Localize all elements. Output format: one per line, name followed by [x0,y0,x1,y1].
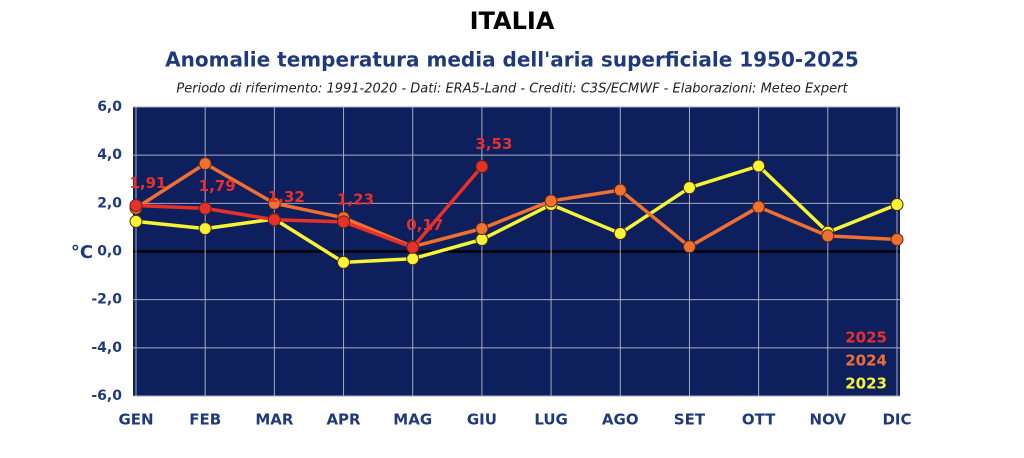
data-label: 0,17 [406,216,443,234]
legend-entry: 2023 [845,375,887,393]
y-tick-label: -4,0 [91,340,122,356]
series-marker [544,194,558,208]
series-marker [406,240,420,254]
series-line [135,165,484,250]
chart-subtitle: Anomalie temperatura media dell'aria sup… [165,48,859,72]
series-marker [821,229,835,243]
series-marker [337,255,351,269]
data-label: 1,91 [129,174,166,192]
series-marker [475,232,489,246]
x-tick-label: GIU [467,411,497,429]
series-marker [475,159,489,173]
x-tick-label: LUG [534,411,568,429]
chart-note: Periodo di riferimento: 1991-2020 - Dati… [176,82,848,97]
y-tick-label: -2,0 [91,292,122,308]
series-marker [752,159,766,173]
series-marker [267,196,281,210]
x-tick-label: OTT [742,411,776,429]
x-tick-label: MAR [255,411,294,429]
series-marker [337,215,351,229]
series-marker [682,240,696,254]
series-marker [752,200,766,214]
series-marker [198,201,212,215]
series-marker [267,213,281,227]
x-tick-label: NOV [810,411,847,429]
y-tick-label: 0,0 [97,244,122,260]
y-tick-label: 2,0 [97,195,122,211]
data-label: 1,79 [199,177,236,195]
series-marker [613,226,627,240]
y-tick-label: -6,0 [91,388,122,404]
series-marker [129,199,143,213]
series-marker [475,222,489,236]
series-marker [198,222,212,236]
series-marker [198,157,212,171]
data-label: 3,53 [475,135,512,153]
data-label: 1,23 [337,190,374,208]
legend-entry: 2025 [845,329,887,347]
data-label: 1,32 [268,188,305,206]
y-tick-label: 4,0 [97,147,122,163]
legend-entry: 2024 [845,352,887,370]
chart-title: ITALIA [470,7,555,35]
x-tick-label: FEB [189,411,221,429]
x-tick-label: AGO [602,411,639,429]
x-tick-label: MAG [393,411,432,429]
series-marker [613,183,627,197]
x-tick-label: DIC [882,411,911,429]
x-tick-label: APR [326,411,361,429]
series-marker [129,214,143,228]
series-marker [890,198,904,212]
series-marker [890,232,904,246]
x-tick-label: SET [674,411,706,429]
x-tick-label: GEN [118,411,153,429]
y-tick-label: 6,0 [97,99,122,115]
y-axis-label: °C [71,242,93,263]
series-marker [406,252,420,266]
series-marker [682,181,696,195]
series-line [135,164,898,265]
series-line [135,161,898,249]
